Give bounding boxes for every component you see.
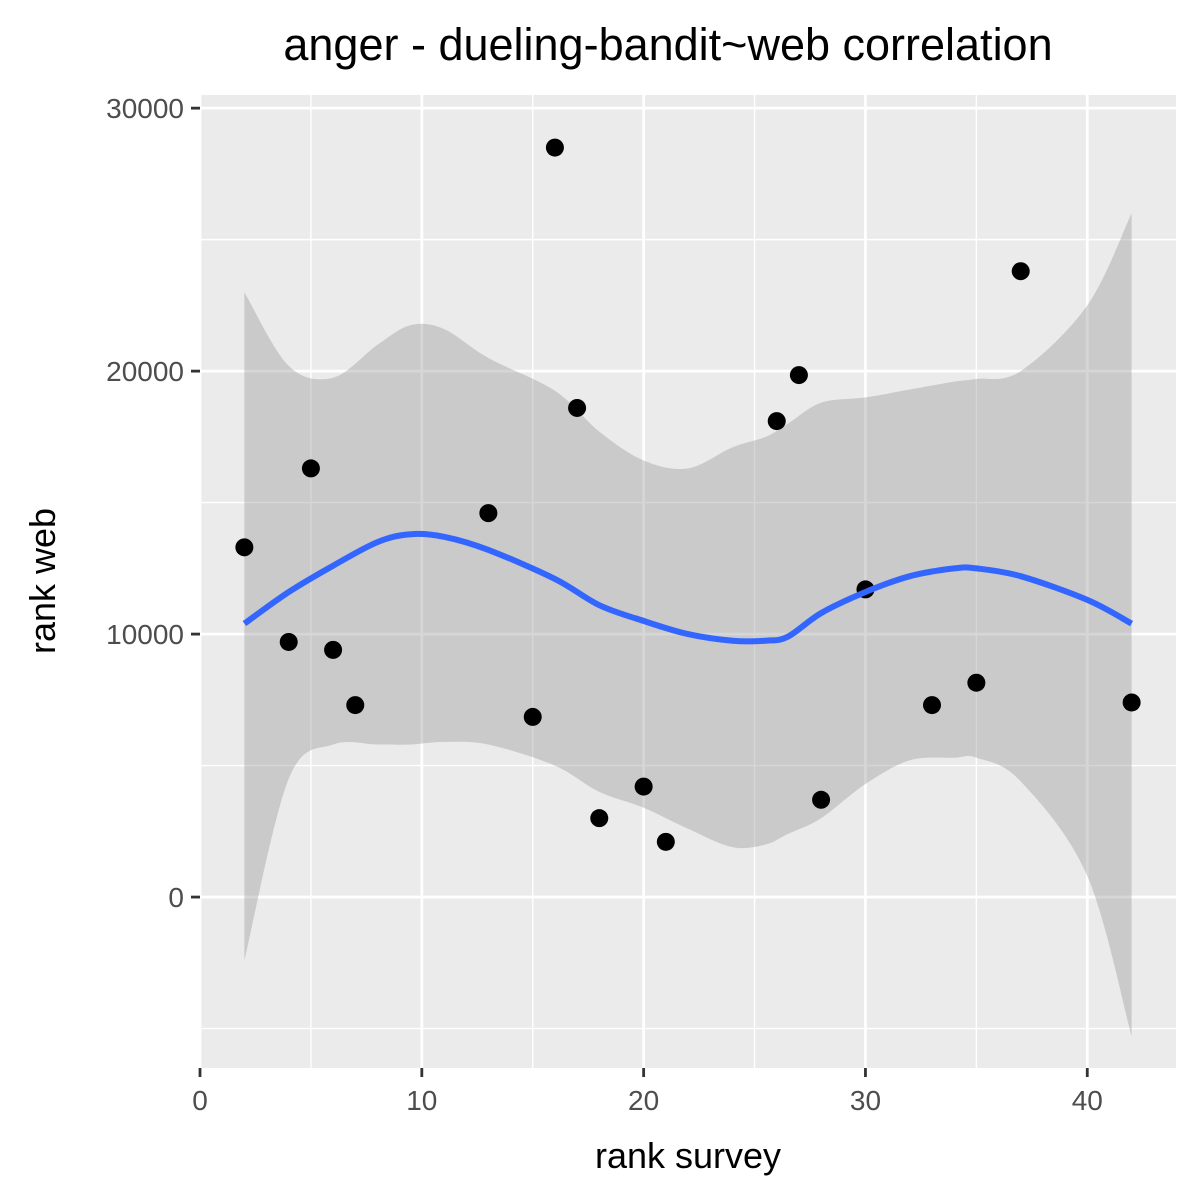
data-point [812, 790, 831, 809]
x-tick-label: 20 [628, 1085, 659, 1116]
smooth-line [242, 530, 1134, 645]
x-tick-label: 0 [192, 1085, 208, 1116]
points-layer [235, 138, 1141, 851]
data-point [235, 538, 254, 557]
data-point [279, 632, 298, 651]
y-tick-label: 0 [168, 882, 184, 913]
confidence-band [244, 213, 1132, 1037]
data-point [656, 832, 675, 851]
data-point [523, 707, 542, 726]
data-point [568, 398, 587, 417]
smooth-line-layer [242, 530, 1134, 645]
y-axis-title: rank web [22, 508, 63, 654]
data-point [545, 138, 564, 157]
y-tick-label: 20000 [106, 356, 184, 387]
data-point [479, 504, 498, 523]
y-tick-label: 10000 [106, 619, 184, 650]
chart-title: anger - dueling-bandit~web correlation [283, 19, 1052, 70]
x-tick-label: 40 [1072, 1085, 1103, 1116]
y-tick-label: 30000 [106, 93, 184, 124]
plot-panel [200, 95, 1176, 1068]
x-tick-label: 30 [850, 1085, 881, 1116]
data-point [634, 777, 653, 796]
data-point [590, 809, 609, 828]
data-point [767, 412, 786, 431]
axis-layer: 0 10 20 30 40 0 10000 20000 30000 [106, 93, 1103, 1116]
data-point [967, 673, 986, 692]
data-point [1122, 693, 1141, 712]
data-point [923, 696, 941, 715]
data-point [301, 459, 320, 478]
data-point [346, 696, 365, 715]
data-point [1011, 262, 1030, 281]
x-tick-label: 10 [406, 1085, 437, 1116]
x-axis-title: rank survey [595, 1135, 781, 1176]
confidence-band-layer [244, 213, 1132, 1037]
grid-minor [200, 95, 1176, 1068]
data-point [789, 366, 808, 385]
data-point [324, 640, 343, 659]
